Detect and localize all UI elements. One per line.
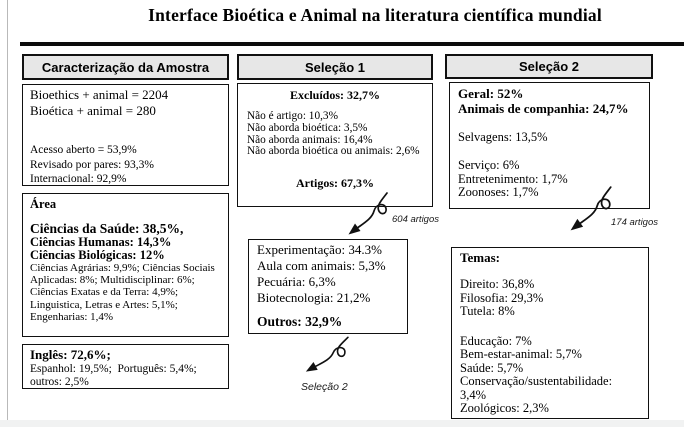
language-box: Inglês: 72,6%; Espanhol: 19,5%; Portuguê… — [22, 344, 229, 389]
column-header-selecao-2: Seleção 2 — [445, 54, 653, 79]
sample-box: Bioethics + animal = 2204 Bioética + ani… — [22, 84, 229, 186]
exclusion-line: Não aborda bioética: 3,5% — [247, 121, 368, 134]
area-line: Engenharias: 1,4% — [30, 310, 114, 323]
sample-stat: Acesso aberto = 53,9% — [30, 144, 137, 156]
page-edge-line — [7, 0, 8, 420]
figure-title: Interface Bioética e Animal na literatur… — [148, 5, 602, 25]
column-header-label: Seleção 1 — [305, 59, 365, 75]
category-line: Experimentação: 34.3% — [257, 242, 382, 257]
category-line: Pecuária: 6,3% — [257, 274, 336, 289]
themes-line: Saúde: 5,7% — [460, 360, 524, 375]
animals-line: Zoonoses: 1,7% — [458, 185, 539, 199]
themes-line: Direito: 36,8% — [460, 277, 535, 291]
area-box-title: Área — [30, 197, 57, 211]
area-line: Aplicadas: 8%; Multidisciplinar: 6%; — [30, 274, 195, 287]
arrow-annotation-selecao-2: Seleção 2 — [301, 381, 348, 393]
title-divider-rule — [20, 42, 684, 46]
sample-stat: Revisado por pares: 93,3% — [30, 158, 154, 171]
exclusion-line: Não aborda animais: 16,4% — [247, 133, 373, 146]
area-bold-line: Ciências Humanas: 14,3% — [30, 235, 172, 249]
curved-arrow-icon — [348, 192, 388, 235]
exclusion-title: Excluídos: 32,7% — [289, 88, 380, 102]
exclusion-line: Não aborda bioética ou animais: 2,6% — [247, 145, 420, 158]
area-bold-line: Ciências da Saúde: 38,5%, — [30, 221, 184, 236]
themes-line: Educação: 7% — [460, 333, 532, 348]
exclusion-footer: Artigos: 67,3% — [296, 176, 374, 191]
animals-bold-line: Animais de companhia: 24,7% — [458, 101, 629, 116]
category-line: Aula com animais: 5,3% — [257, 258, 386, 273]
themes-line: Conservação/sustentabilidade: 3,4% — [460, 374, 613, 402]
sample-line: Bioethics + animal = 2204 — [30, 87, 169, 102]
themes-title: Temas: — [460, 250, 500, 265]
curved-arrow-icon — [305, 336, 349, 372]
themes-line: Zoológicos: 2,3% — [460, 401, 549, 415]
spacer — [257, 306, 399, 314]
themes-box: Temas: Direito: 36,8% Filosofia: 29,3% T… — [451, 247, 649, 419]
area-box: Área Ciências da Saúde: 38,5%, Ciências … — [22, 193, 229, 337]
area-line: Linguistica, Letras e Artes: 5,1%; — [30, 298, 178, 311]
animals-line: Entretenimento: 1,7% — [458, 171, 568, 186]
exclusion-line: Não é artigo: 10,3% — [247, 110, 338, 122]
language-line: Espanhol: 19,5%; Português: 5,4%; — [30, 363, 197, 375]
sample-stat: Internacional: 92,9% — [30, 173, 127, 186]
category-line: Biotecnologia: 21,2% — [257, 290, 371, 305]
spacer — [458, 116, 641, 130]
animals-line: Selvagens: 13,5% — [458, 130, 548, 144]
animals-line: Serviço: 6% — [458, 158, 520, 172]
column-header-caracterizacao: Caracterização da Amostra — [22, 54, 229, 80]
curved-arrow-icon — [570, 186, 612, 231]
page-bottom-margin — [0, 420, 684, 427]
language-bold-line: Inglês: 72,6%; — [30, 347, 111, 362]
column-header-label: Caracterização da Amostra — [41, 59, 210, 75]
column-header-selecao-1: Seleção 1 — [237, 54, 433, 80]
spacer — [30, 119, 221, 143]
category-footer: Outros: 32,9% — [257, 314, 343, 329]
animals-box: Geral: 52% Animais de companhia: 24,7% S… — [449, 82, 650, 209]
area-bold-line: Ciências Biológicas: 12% — [30, 248, 165, 262]
spacer — [247, 158, 423, 176]
themes-line: Tutela: 8% — [460, 304, 515, 318]
themes-line: Filosofia: 29,3% — [460, 290, 544, 305]
arrow-annotation-174-artigos: 174 artigos — [611, 217, 659, 228]
sample-line: Bioética + animal = 280 — [30, 103, 156, 118]
area-line: Ciências Exatas e da Terra: 4,9%; — [30, 286, 179, 299]
themes-line: Bem-estar-animal: 5,7% — [460, 347, 582, 361]
arrow-annotation-604-artigos: 604 artigos — [392, 214, 440, 225]
spacer — [458, 144, 641, 159]
language-line: outros: 2,5% — [30, 376, 89, 388]
column-header-label: Seleção 2 — [519, 59, 579, 74]
spacer — [460, 319, 640, 335]
area-line: Ciências Agrárias: 9,9%; Ciências Sociai… — [30, 262, 215, 274]
animals-bold-line: Geral: 52% — [458, 86, 524, 101]
category-box: Experimentação: 34.3% Aula com animais: … — [248, 239, 408, 334]
exclusion-box: Excluídos: 32,7% Não é artigo: 10,3% Não… — [237, 83, 433, 207]
